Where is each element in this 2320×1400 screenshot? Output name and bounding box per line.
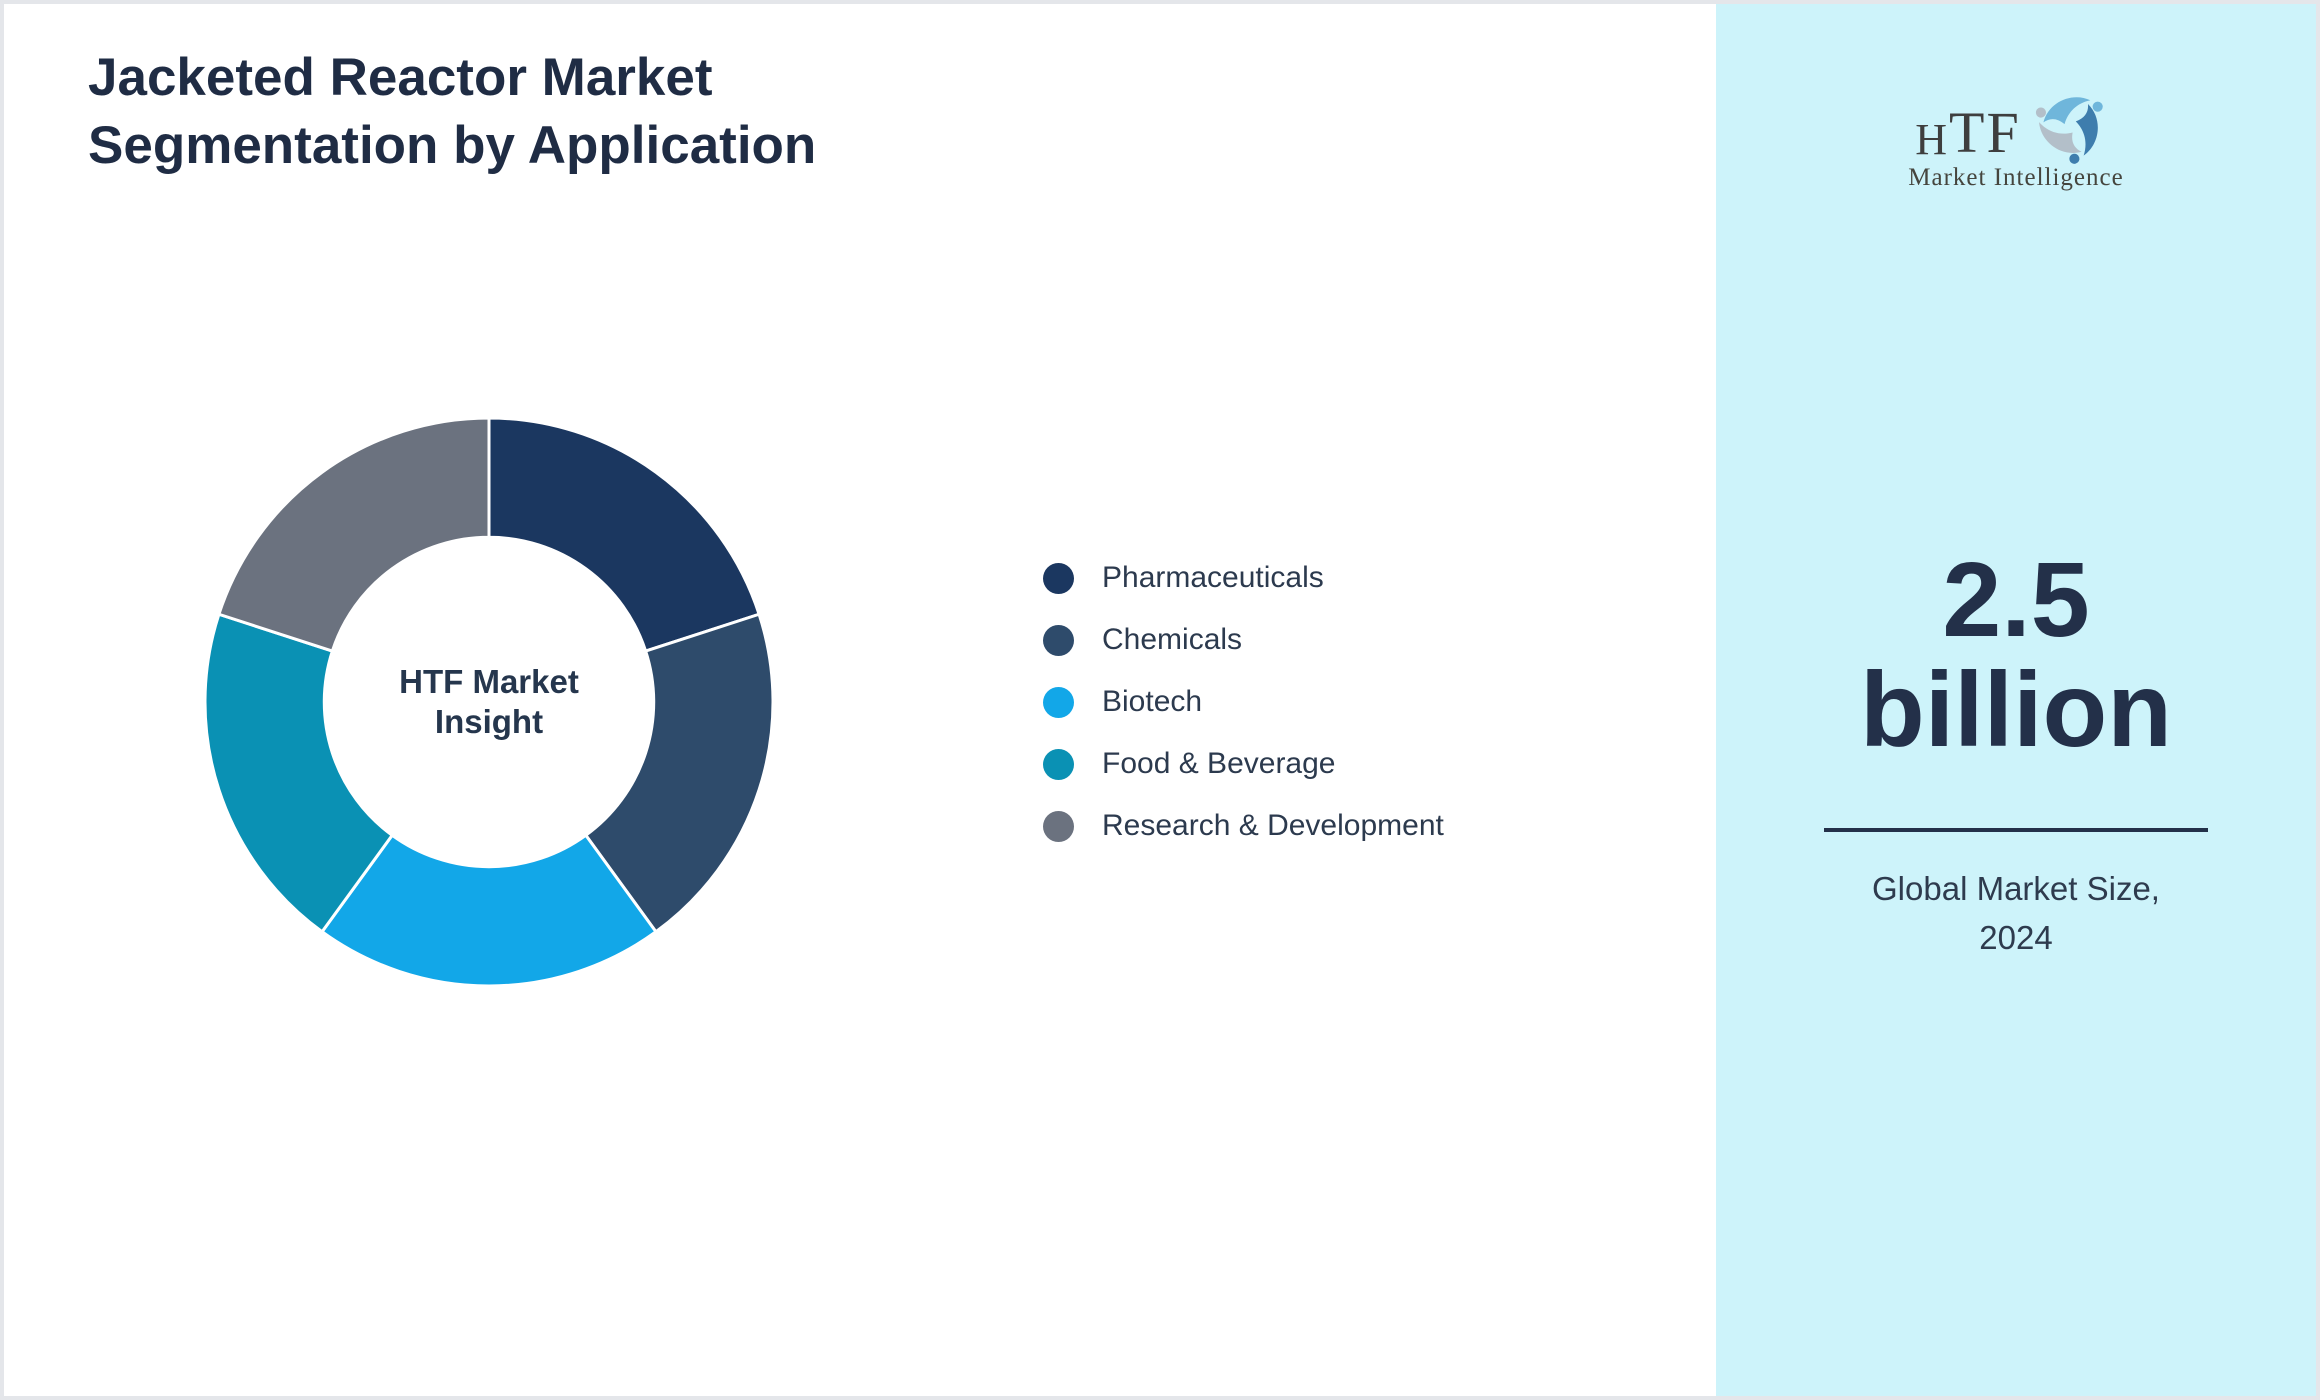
brand-logo-text: TF — [1949, 100, 2021, 165]
chart-panel: Jacketed Reactor Market Segmentation by … — [4, 4, 1716, 1396]
donut-segment-Pharmaceuticals — [487, 416, 761, 653]
legend-label: Pharmaceuticals — [1102, 561, 1324, 594]
legend-label: Food & Beverage — [1102, 747, 1336, 780]
market-size-caption: Global Market Size, 2024 — [1872, 870, 2160, 956]
legend-label: Research & Development — [1102, 809, 1444, 842]
brand-logo-row: H TF — [1915, 80, 2116, 165]
brand-logo: H TF Market Intelligence — [1716, 80, 2316, 192]
three-dolphins-swirl-icon — [2035, 97, 2103, 164]
legend-swatch-icon — [1043, 624, 1074, 656]
legend-swatch-icon — [1043, 810, 1074, 842]
legend-item: Research & Development — [1043, 809, 1444, 842]
chart-legend: Pharmaceuticals Chemicals Biotech Food &… — [1043, 561, 1444, 842]
donut-segment-Research & Development — [217, 416, 491, 653]
legend-item: Chemicals — [1043, 623, 1444, 656]
legend-label: Chemicals — [1102, 623, 1243, 656]
page-title: Jacketed Reactor Market Segmentation by … — [88, 48, 817, 175]
donut-chart-svg — [203, 416, 775, 988]
donut-segment-Chemicals — [584, 612, 775, 934]
legend-swatch-icon — [1043, 748, 1074, 780]
divider — [1824, 828, 2208, 832]
legend-item: Food & Beverage — [1043, 747, 1444, 780]
brand-logo-text: H — [1915, 115, 1950, 164]
donut-chart: HTF Market Insight — [189, 402, 789, 1002]
donut-segment-Food & Beverage — [203, 612, 394, 934]
market-size-value: 2.5 billion — [1859, 541, 2173, 769]
donut-segment-Biotech — [320, 833, 658, 988]
legend-label: Biotech — [1102, 685, 1203, 718]
brand-logo-subtitle: Market Intelligence — [1908, 164, 2124, 191]
legend-item: Pharmaceuticals — [1043, 561, 1444, 594]
legend-swatch-icon — [1043, 562, 1074, 594]
sidebar: H TF Market Intelligence — [1716, 4, 2316, 1396]
legend-item: Biotech — [1043, 685, 1444, 718]
legend-swatch-icon — [1043, 686, 1074, 718]
